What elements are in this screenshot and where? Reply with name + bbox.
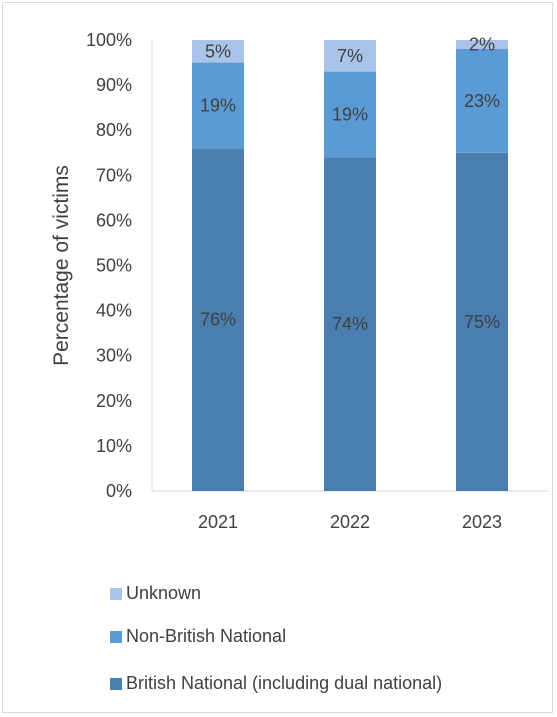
data-label: 5% bbox=[205, 41, 231, 61]
data-label: 7% bbox=[337, 46, 363, 66]
bars bbox=[192, 40, 508, 492]
legend-item-unknown: Unknown bbox=[110, 583, 201, 604]
y-tick-label: 0% bbox=[106, 481, 132, 501]
y-tick-label: 90% bbox=[96, 75, 132, 95]
legend-item-non-british: Non-British National bbox=[110, 626, 286, 647]
y-tick-label: 10% bbox=[96, 436, 132, 456]
bar-segment bbox=[324, 40, 376, 72]
data-label: 19% bbox=[200, 95, 236, 115]
data-label: 75% bbox=[464, 312, 500, 332]
legend-item-british: British National (including dual nationa… bbox=[110, 673, 442, 694]
legend-swatch-unknown bbox=[110, 587, 122, 600]
bar-segment bbox=[192, 40, 244, 63]
legend-swatch-british bbox=[110, 677, 122, 690]
x-tick-label: 2023 bbox=[462, 512, 502, 532]
x-tick-label: 2022 bbox=[330, 512, 370, 532]
y-axis-title: Percentage of victims bbox=[50, 165, 73, 366]
y-tick-label: 40% bbox=[96, 301, 132, 321]
legend-label-unknown: Unknown bbox=[126, 583, 202, 603]
data-label: 19% bbox=[332, 104, 368, 124]
data-label: 2% bbox=[469, 35, 495, 55]
bar-segment bbox=[456, 40, 508, 50]
data-label: 23% bbox=[464, 91, 500, 111]
data-labels: 76% 19% 5% 74% 19% 7% 75% 23% 2% bbox=[200, 35, 500, 335]
y-tick-label: 80% bbox=[96, 120, 132, 140]
y-tick-labels: 0% 10% 20% 30% 40% 50% 60% 70% 80% 90% 100% bbox=[86, 30, 132, 501]
y-tick-label: 70% bbox=[96, 165, 132, 185]
data-label: 74% bbox=[332, 314, 368, 334]
data-label: 76% bbox=[200, 310, 236, 330]
bar-segment bbox=[192, 148, 244, 492]
x-tick-labels: 2021 2022 2023 bbox=[198, 512, 502, 532]
bar-segment bbox=[324, 157, 376, 491]
bar-segment bbox=[324, 71, 376, 158]
bar-segment bbox=[192, 62, 244, 149]
legend-label-british: British National (including dual nationa… bbox=[126, 673, 443, 693]
y-tick-label: 30% bbox=[96, 346, 132, 366]
y-tick-label: 100% bbox=[86, 30, 132, 50]
bar-segment bbox=[456, 152, 508, 491]
y-tick-label: 20% bbox=[96, 391, 132, 411]
y-tick-label: 60% bbox=[96, 210, 132, 230]
legend-label-non-british: Non-British National bbox=[126, 626, 287, 646]
y-tick-label: 50% bbox=[96, 256, 132, 276]
bar-segment bbox=[456, 49, 508, 153]
x-tick-label: 2021 bbox=[198, 512, 238, 532]
legend-swatch-non-british bbox=[110, 630, 122, 643]
